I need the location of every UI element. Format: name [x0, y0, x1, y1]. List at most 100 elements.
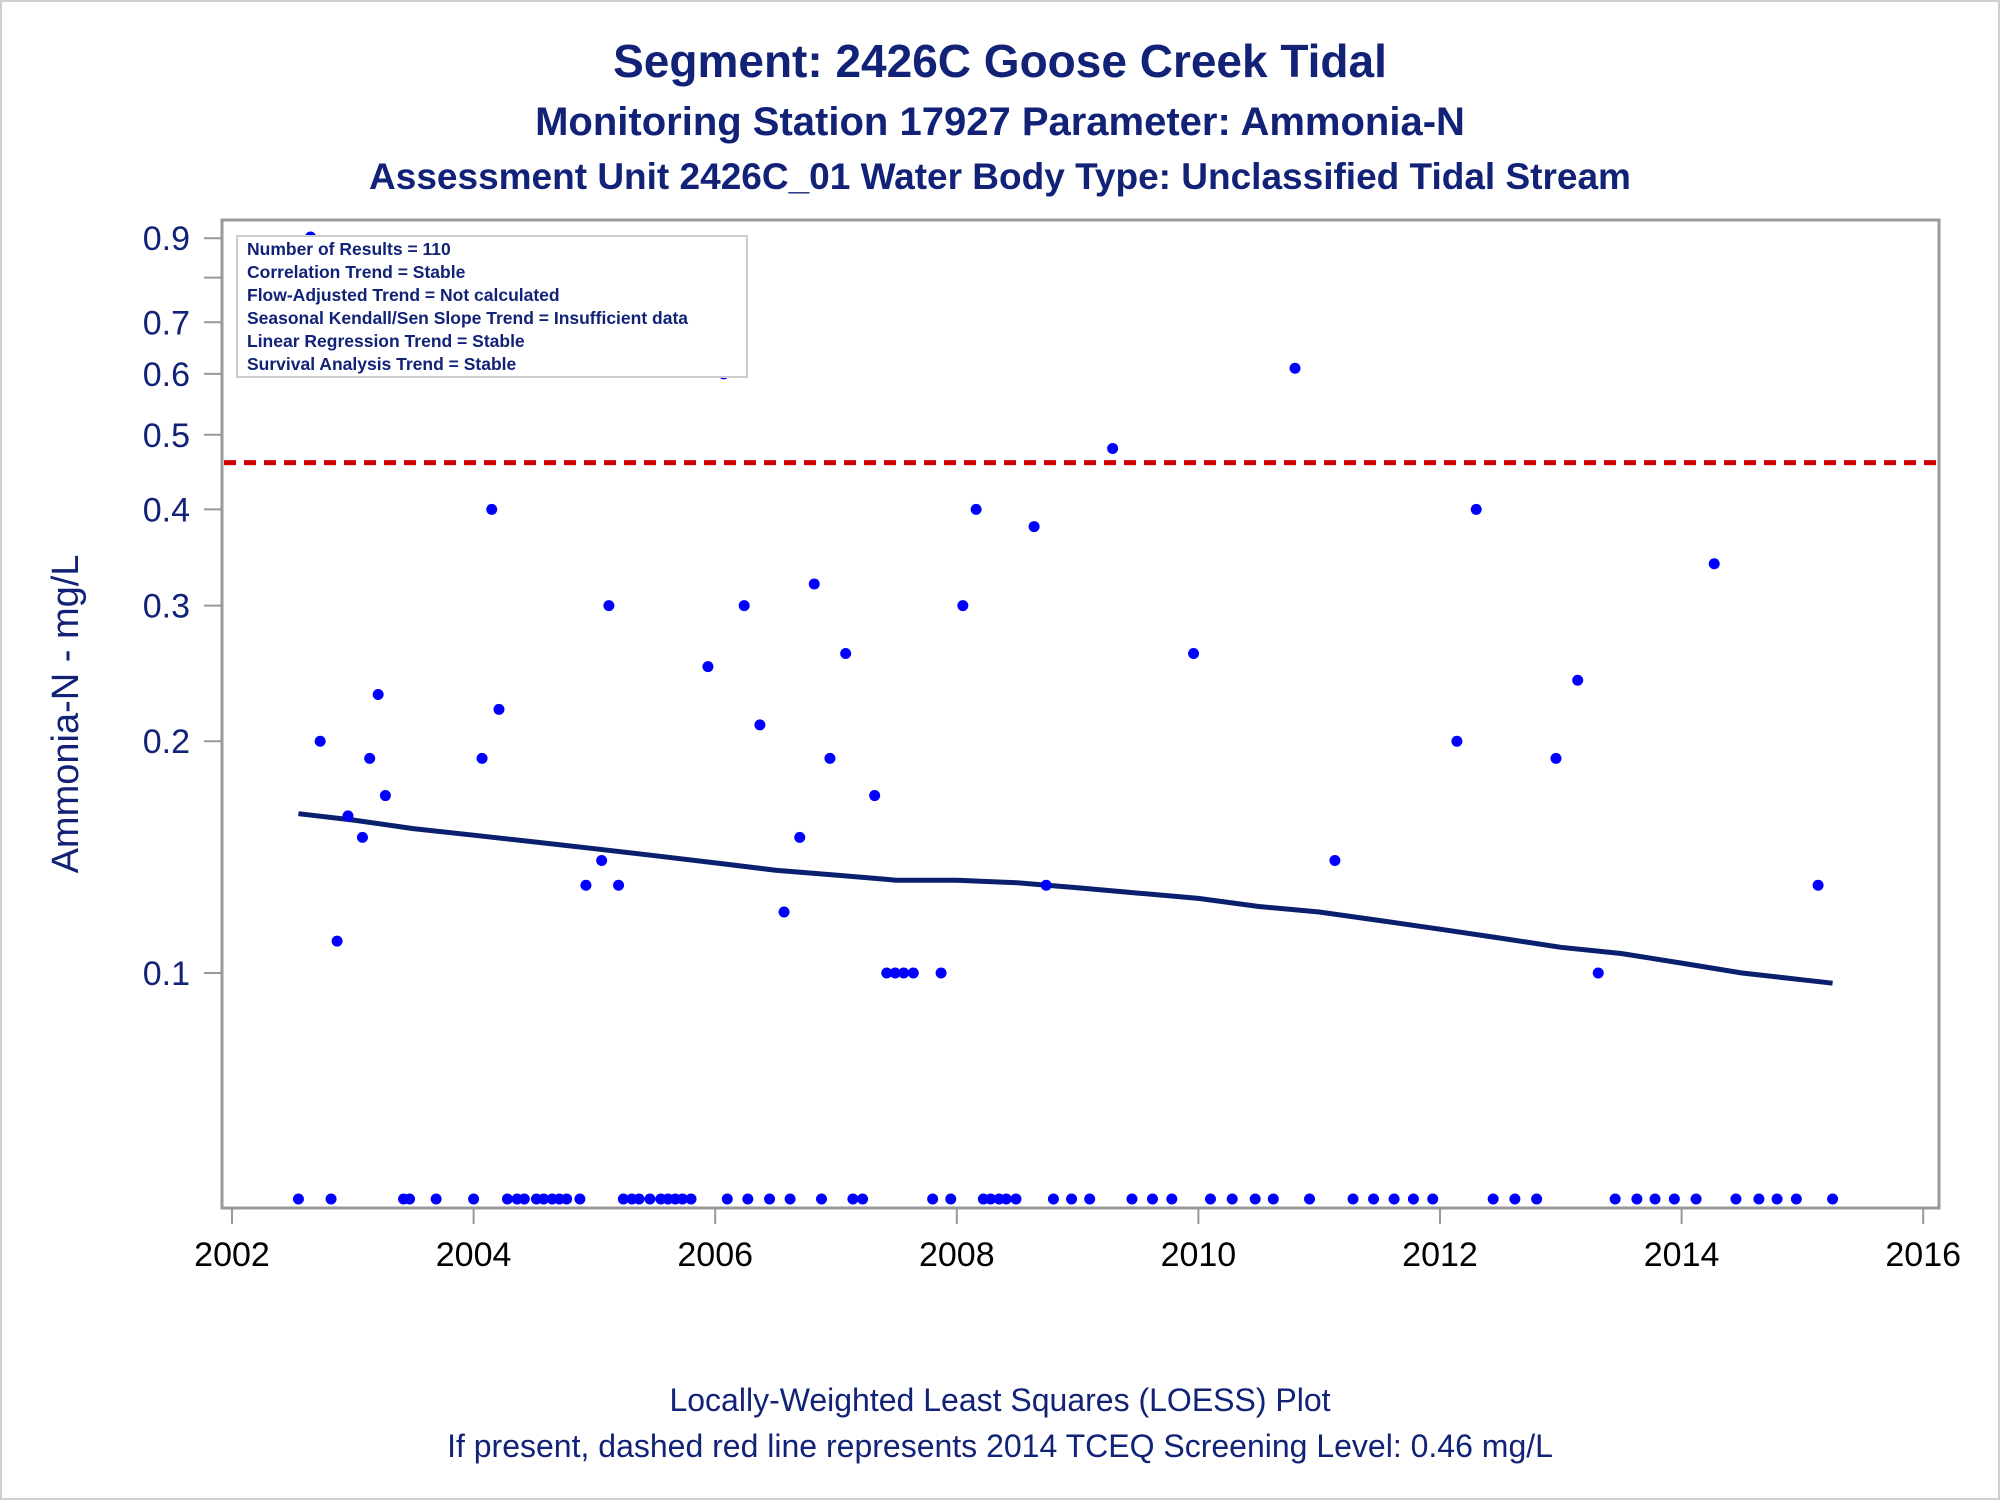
data-point [1550, 752, 1562, 764]
baseline-point [1407, 1193, 1419, 1205]
baseline-point [1649, 1193, 1661, 1205]
data-point [613, 879, 625, 891]
data-point [603, 600, 615, 612]
baseline-point [742, 1193, 754, 1205]
baseline-point [404, 1193, 416, 1205]
baseline-point [430, 1193, 442, 1205]
baseline-point [1487, 1193, 1499, 1205]
footnote-loess: Locally-Weighted Least Squares (LOESS) P… [669, 1382, 1331, 1418]
chart-subtitle-station: Monitoring Station 17927 Parameter: Ammo… [535, 100, 1465, 144]
y-tick-label: 0.7 [143, 304, 190, 342]
y-tick-label: 0.3 [143, 588, 190, 626]
baseline-point [325, 1193, 337, 1205]
data-point [342, 810, 354, 822]
baseline-point [518, 1193, 530, 1205]
x-tick-label: 2002 [194, 1236, 270, 1274]
baseline-point [538, 1193, 550, 1205]
data-point [1028, 521, 1040, 533]
baseline-point [1771, 1193, 1783, 1205]
stats-line: Linear Regression Trend = Stable [247, 331, 525, 351]
baseline-point [1226, 1193, 1238, 1205]
data-point [1329, 854, 1341, 866]
baseline-point [1531, 1193, 1543, 1205]
stats-box-border [236, 235, 748, 378]
data-point [738, 600, 750, 612]
baseline-point [1427, 1193, 1439, 1205]
data-point [372, 688, 384, 700]
data-point [889, 967, 901, 979]
data-point [364, 752, 376, 764]
baseline-point [1690, 1193, 1702, 1205]
data-point [970, 503, 982, 515]
chart-subtitle-assessment: Assessment Unit 2426C_01 Water Body Type… [369, 156, 1631, 197]
baseline-point [1631, 1193, 1643, 1205]
baseline-point [721, 1193, 733, 1205]
data-point [1812, 879, 1824, 891]
data-point [1107, 442, 1119, 454]
data-point [379, 790, 391, 802]
baseline-point [1609, 1193, 1621, 1205]
baseline-point [1509, 1193, 1521, 1205]
y-axis-label: Ammonia-N - mg/L [45, 555, 87, 874]
plot-area [220, 218, 1941, 1210]
baseline-point [1146, 1193, 1158, 1205]
baseline-point [1827, 1193, 1839, 1205]
x-tick-label: 2004 [436, 1236, 512, 1274]
data-point [1289, 362, 1301, 374]
data-point [1470, 503, 1482, 515]
baseline-point [1347, 1193, 1359, 1205]
x-tick-label: 2016 [1885, 1236, 1961, 1274]
data-point [314, 735, 326, 747]
stats-box: Number of Results = 110 Correlation Trend… [236, 235, 748, 378]
stats-line: Number of Results = 110 [247, 239, 451, 259]
baseline-point [501, 1193, 513, 1205]
baseline-point [1066, 1193, 1078, 1205]
data-point [1572, 674, 1584, 686]
data-point [778, 906, 790, 918]
baseline-point [1126, 1193, 1138, 1205]
data-point [1040, 879, 1052, 891]
baseline-point [1753, 1193, 1765, 1205]
x-tick-label: 2008 [919, 1236, 995, 1274]
baseline-point [1304, 1193, 1316, 1205]
baseline-point [1668, 1193, 1680, 1205]
loess-curve [298, 811, 1833, 986]
baseline-point [1204, 1193, 1216, 1205]
baseline-point [468, 1193, 480, 1205]
baseline-point [1084, 1193, 1096, 1205]
data-point [1708, 558, 1720, 570]
data-point [356, 831, 368, 843]
baseline-point [1166, 1193, 1178, 1205]
baseline-point [816, 1193, 828, 1205]
data-point [935, 967, 947, 979]
stats-line: Flow-Adjusted Trend = Not calculated [247, 285, 560, 305]
data-point [493, 703, 505, 715]
data-point [486, 503, 498, 515]
baseline-point [677, 1193, 689, 1205]
data-point [957, 600, 969, 612]
chart-title: Segment: 2426C Goose Creek Tidal [613, 35, 1387, 87]
baseline-point [1368, 1193, 1380, 1205]
baseline-point [927, 1193, 939, 1205]
x-tick-label: 2010 [1161, 1236, 1237, 1274]
footnote-screening: If present, dashed red line represents 2… [447, 1428, 1553, 1464]
data-point [824, 752, 836, 764]
data-point [702, 661, 714, 673]
data-point [1188, 647, 1200, 659]
y-axis: 0.1 0.2 0.3 0.4 0.5 0.6 0.7 0.9 [143, 220, 222, 993]
data-point [881, 967, 893, 979]
y-tick-label: 0.4 [143, 491, 190, 529]
x-tick-label: 2012 [1402, 1236, 1478, 1274]
stats-line: Correlation Trend = Stable [247, 262, 466, 282]
baseline-point [945, 1193, 957, 1205]
baseline-point [1000, 1193, 1012, 1205]
data-point [840, 647, 852, 659]
baseline-point [292, 1193, 304, 1205]
data-point [907, 967, 919, 979]
stats-line: Seasonal Kendall/Sen Slope Trend = Insuf… [247, 308, 688, 328]
data-points [292, 231, 1839, 1205]
baseline-point [633, 1193, 645, 1205]
data-point [869, 790, 881, 802]
baseline-point [764, 1193, 776, 1205]
